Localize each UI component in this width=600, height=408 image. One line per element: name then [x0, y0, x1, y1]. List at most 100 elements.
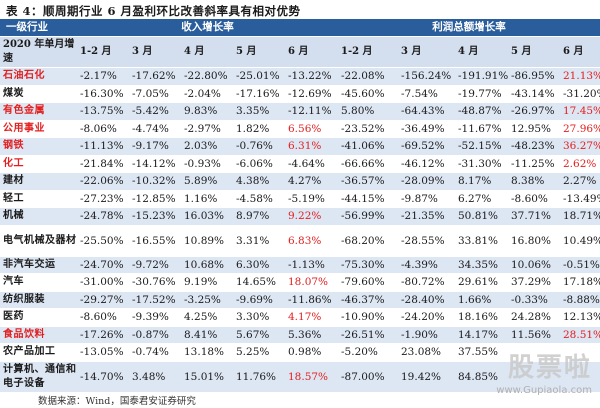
- growth-value: [560, 361, 600, 393]
- growth-value: -36.49%: [398, 120, 455, 138]
- growth-value: 6.30%: [233, 256, 285, 274]
- growth-value: 15.01%: [181, 361, 233, 393]
- growth-value: -12.85%: [129, 190, 181, 208]
- growth-value: 37.29%: [508, 273, 560, 292]
- growth-value: 8.97%: [233, 207, 285, 226]
- growth-value: 17.45%: [560, 102, 600, 121]
- header-row-groups: 一级行业 收入增长率 利润总额增长率: [0, 19, 600, 37]
- industry-name: 建材: [0, 172, 77, 191]
- growth-value: 8.38%: [508, 172, 560, 191]
- growth-value: 2.27%: [560, 172, 600, 191]
- table-row: 食品饮料 -17.26% -0.87% 8.41% 5.67% 5.36% -26.51% -…: [0, 326, 600, 344]
- table-row: 煤炭 -16.30% -7.05% -2.04% -17.16% -12.69% -45.6…: [0, 85, 600, 103]
- growth-value: 19.42%: [398, 361, 455, 393]
- growth-value: -22.06%: [77, 172, 129, 191]
- growth-value: 14.65%: [233, 273, 285, 292]
- growth-value: -16.55%: [129, 225, 181, 257]
- growth-value: 9.19%: [181, 273, 233, 292]
- growth-value: -10.32%: [129, 172, 181, 191]
- header-row-label: 2020 年单月增速: [0, 36, 77, 68]
- table-row: 石油石化 -2.17% -17.62% -22.80% -25.01% -13.22% -2…: [0, 67, 600, 86]
- growth-value: -2.97%: [181, 120, 233, 138]
- watermark-logo: 股票啦 www.Gupiaola.com: [482, 347, 592, 407]
- growth-value: -12.11%: [285, 102, 338, 121]
- industry-name: 公用事业: [0, 120, 77, 138]
- growth-value: 5.25%: [233, 343, 285, 362]
- growth-value: -0.33%: [508, 291, 560, 309]
- growth-value: -31.20%: [560, 85, 600, 103]
- industry-name: 农产品加工: [0, 343, 77, 362]
- industry-name: 计算机、通信和电子设备: [0, 361, 77, 393]
- header-month: 5 月: [233, 36, 285, 68]
- growth-value: 3.31%: [233, 225, 285, 257]
- growth-value: 8.17%: [455, 172, 508, 191]
- growth-value: 5.36%: [285, 326, 338, 344]
- industry-name: 非汽车交运: [0, 256, 77, 274]
- industry-name: 钢铁: [0, 137, 77, 156]
- growth-value: -28.40%: [398, 291, 455, 309]
- growth-value: 84.85%: [455, 361, 508, 393]
- header-month: 6 月: [560, 36, 600, 68]
- growth-value: 2.62%: [560, 155, 600, 173]
- growth-value: -2.04%: [181, 85, 233, 103]
- growth-value: 37.55%: [455, 343, 508, 362]
- growth-value: -13.05%: [77, 343, 129, 362]
- growth-value: -0.51%: [560, 256, 600, 274]
- growth-value: -9.87%: [398, 190, 455, 208]
- growth-value: 5.80%: [338, 102, 398, 121]
- growth-value: 1.16%: [181, 190, 233, 208]
- growth-value: 3.35%: [233, 102, 285, 121]
- growth-value: -0.76%: [233, 137, 285, 156]
- growth-value: 34.35%: [455, 256, 508, 274]
- table-row: 非汽车交运 -24.70% -9.72% 10.68% 6.30% -1.13% -75.3…: [0, 256, 600, 274]
- growth-value: 18.71%: [560, 207, 600, 226]
- growth-value: -27.23%: [77, 190, 129, 208]
- industry-name: 石油石化: [0, 67, 77, 86]
- industry-name: 纺织服装: [0, 291, 77, 309]
- watermark-main: 股票啦: [507, 353, 592, 383]
- growth-value: 36.27%: [560, 137, 600, 156]
- growth-value: 4.38%: [233, 172, 285, 191]
- table-row: 公用事业 -8.06% -4.74% -2.97% 1.82% 6.56% -23.52% -…: [0, 120, 600, 138]
- growth-value: -87.00%: [338, 361, 398, 393]
- growth-value: 3.30%: [233, 308, 285, 327]
- source-note: 数据来源：Wind，国泰君安证券研究: [38, 396, 196, 407]
- header-month: 5 月: [508, 36, 560, 68]
- growth-value: 2.03%: [181, 137, 233, 156]
- growth-value: -48.23%: [508, 137, 560, 156]
- growth-value: 28.51%: [560, 326, 600, 344]
- table-row: 机械 -24.78% -15.23% 16.03% 8.97% 9.22% -56.99% -…: [0, 207, 600, 226]
- growth-value: 14.17%: [455, 326, 508, 344]
- growth-value: 16.03%: [181, 207, 233, 226]
- table-row: 计算机、通信和电子设备 -14.70% 3.48% 15.01% 11.76% 18.57…: [0, 361, 600, 393]
- industry-name: 食品饮料: [0, 326, 77, 344]
- growth-value: 17.18%: [560, 273, 600, 292]
- growth-value: -24.78%: [77, 207, 129, 226]
- growth-value: -17.62%: [129, 67, 181, 86]
- growth-value: 1.82%: [233, 120, 285, 138]
- growth-value: 24.28%: [508, 308, 560, 327]
- header-revenue-growth: 收入增长率: [77, 19, 338, 37]
- growth-value: -11.67%: [455, 120, 508, 138]
- growth-value: 18.16%: [455, 308, 508, 327]
- growth-value: -17.26%: [77, 326, 129, 344]
- growth-value: -8.06%: [77, 120, 129, 138]
- header-month: 3 月: [398, 36, 455, 68]
- growth-value: 5.89%: [181, 172, 233, 191]
- growth-value: -45.60%: [338, 85, 398, 103]
- growth-value: 6.56%: [285, 120, 338, 138]
- growth-value: 18.07%: [285, 273, 338, 292]
- table-row: 建材 -22.06% -10.32% 5.89% 4.38% 4.27% -36.57% -2…: [0, 172, 600, 191]
- growth-value: -79.60%: [338, 273, 398, 292]
- growth-value: -19.77%: [455, 85, 508, 103]
- header-month: 3 月: [129, 36, 181, 68]
- industry-name: 煤炭: [0, 85, 77, 103]
- growth-value: -24.70%: [77, 256, 129, 274]
- industry-name: 有色金属: [0, 102, 77, 121]
- growth-value: -1.13%: [285, 256, 338, 274]
- growth-value: 33.81%: [455, 225, 508, 257]
- growth-value: [560, 343, 600, 362]
- growth-value: -56.99%: [338, 207, 398, 226]
